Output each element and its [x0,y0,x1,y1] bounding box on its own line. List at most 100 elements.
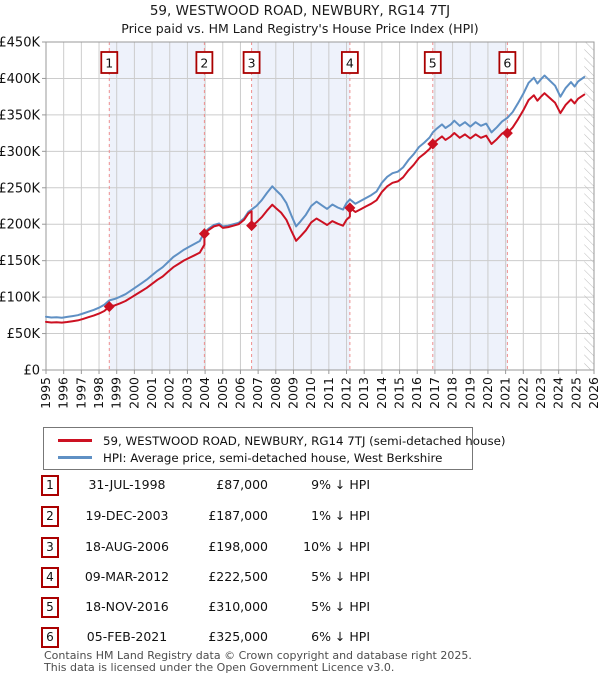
legend-label-property: 59, WESTWOOD ROAD, NEWBURY, RG14 7TJ (se… [103,433,506,448]
x-axis-year-label: 2019 [462,377,477,409]
sale-marker-diamond [198,228,210,240]
x-axis-year-label: 2003 [179,377,194,409]
sale-hpi-delta: 5% ↓ HPI [311,599,370,614]
x-axis-year-label: 2014 [374,377,389,409]
sale-number-badge: 5 [41,597,59,618]
x-axis-year-label: 2017 [427,377,442,409]
sale-marker-diamond [246,220,258,232]
price-chart: 1995 1996 1997 1998 1999 2000 2001 2002 2003 2004… [0,36,600,409]
sale-number-box [195,51,214,74]
sale-date: 09-MAR-2012 [84,569,170,584]
x-axis-year-label: 2002 [162,377,177,409]
y-axis-price-label: £250K [0,181,40,196]
legend-line-sample-property [58,439,92,442]
sale-number-badge: 4 [41,567,59,588]
x-axis-year-label: 2016 [409,377,424,409]
sale-date: 05-FEB-2021 [86,629,168,644]
sale-price: £87,000 [216,477,268,492]
sale-number-badge: 3 [41,537,59,558]
table-row: 6 05-FEB-2021 £325,000 6% ↓ HPI [0,627,600,649]
sale-hpi-delta: 10% ↓ HPI [303,539,370,554]
x-axis-year-label: 2022 [515,377,530,409]
sale-price: £198,000 [208,539,268,554]
plot-border [45,41,595,371]
table-row: 4 09-MAR-2012 £222,500 5% ↓ HPI [0,567,600,589]
x-axis-year-label: 1997 [73,377,88,409]
legend-item-property: 59, WESTWOOD ROAD, NEWBURY, RG14 7TJ (se… [44,432,505,449]
x-axis-year-label: 2021 [498,377,513,409]
sale-number-label: 3 [248,56,256,71]
sale-price: £310,000 [208,599,268,614]
sale-number-label: 2 [200,56,208,71]
x-axis-year-label: 1995 [38,377,53,409]
x-axis-year-label: 2025 [568,377,583,409]
x-axis-year-label: 2000 [126,377,141,409]
chart-legend: 59, WESTWOOD ROAD, NEWBURY, RG14 7TJ (se… [43,427,505,470]
x-axis-year-label: 1996 [56,377,71,409]
table-row: 2 19-DEC-2003 £187,000 1% ↓ HPI [0,506,600,528]
sale-number-box [100,51,119,74]
x-axis-year-label: 2008 [268,377,283,409]
sale-date: 18-AUG-2006 [85,539,169,554]
page-subtitle: Price paid vs. HM Land Registry's House … [121,21,479,36]
x-axis-year-label: 2015 [392,377,407,409]
sale-date: 18-NOV-2016 [85,599,169,614]
x-axis-year-label: 2012 [339,377,354,409]
y-axis-price-label: £400K [0,72,40,87]
x-axis-year-label: 1999 [109,377,124,409]
x-axis-year-label: 2011 [321,377,336,409]
page-title: 59, WESTWOOD ROAD, NEWBURY, RG14 7TJ [149,3,451,19]
sale-number-box [498,51,517,74]
footer-line-2: This data is licensed under the Open Gov… [44,661,395,674]
sale-number-badge: 6 [41,627,59,648]
hpi-line [45,74,586,319]
table-row: 1 31-JUL-1998 £87,000 9% ↓ HPI [0,475,600,497]
y-axis-price-label: £350K [0,108,40,123]
x-axis-year-label: 2005 [215,377,230,409]
ownership-band [109,42,205,370]
x-axis-year-label: 2024 [551,377,566,409]
x-axis-year-label: 2009 [285,377,300,409]
x-axis-year-label: 2004 [197,377,212,409]
footer-line-1: Contains HM Land Registry data © Crown c… [44,649,472,662]
y-axis-price-label: £100K [0,291,40,306]
table-row: 3 18-AUG-2006 £198,000 10% ↓ HPI [0,537,600,559]
table-row: 5 18-NOV-2016 £310,000 5% ↓ HPI [0,597,600,619]
x-axis-year-label: 2001 [144,377,159,409]
sale-number-label: 4 [346,56,354,71]
x-axis-year-label: 2023 [533,377,548,409]
sale-marker-diamond [344,202,356,214]
sale-hpi-delta: 9% ↓ HPI [311,477,370,492]
y-axis-price-label: £0 [23,364,40,379]
sale-hpi-delta: 6% ↓ HPI [311,629,370,644]
x-axis-year-label: 2007 [250,377,265,409]
sale-number-label: 6 [503,56,511,71]
future-hatch-region [584,42,594,370]
sale-number-label: 5 [429,56,437,71]
y-axis-price-label: £450K [0,36,40,51]
sale-price: £325,000 [208,629,268,644]
sale-number-box [242,51,261,74]
sale-hpi-delta: 5% ↓ HPI [311,569,370,584]
legend-item-hpi: HPI: Average price, semi-detached house,… [44,449,472,466]
y-axis-price-label: £150K [0,254,40,269]
sale-date: 31-JUL-1998 [88,477,166,492]
sale-number-label: 1 [105,56,113,71]
y-axis-price-label: £300K [0,145,40,160]
x-axis-year-label: 2010 [303,377,318,409]
sale-marker-diamond [103,301,115,313]
sale-date: 19-DEC-2003 [85,508,169,523]
y-axis-price-label: £200K [0,218,40,233]
sale-number-box [340,51,359,74]
sale-price: £187,000 [208,508,268,523]
sale-hpi-delta: 1% ↓ HPI [311,508,370,523]
y-axis-price-label: £50K [7,327,41,342]
x-axis-year-label: 2013 [356,377,371,409]
sale-number-badge: 1 [41,475,59,496]
sale-number-box [423,51,442,74]
sale-marker-diamond [501,127,513,139]
x-axis-year-label: 1998 [91,377,106,409]
sale-price: £222,500 [208,569,268,584]
legend-line-sample-hpi [58,456,92,459]
